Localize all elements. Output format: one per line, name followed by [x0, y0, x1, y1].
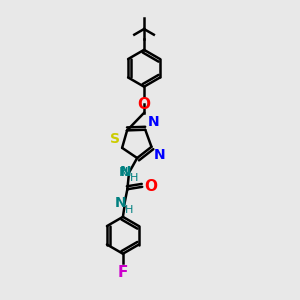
Text: N: N: [119, 165, 131, 179]
Text: N: N: [147, 115, 159, 129]
Text: N: N: [154, 148, 165, 162]
Text: H: H: [120, 167, 128, 177]
Text: O: O: [138, 98, 151, 112]
Text: N: N: [118, 166, 128, 179]
Text: N: N: [115, 196, 127, 210]
Text: H: H: [129, 173, 138, 183]
Text: S: S: [110, 132, 120, 146]
Text: F: F: [118, 265, 128, 280]
Text: O: O: [144, 179, 157, 194]
Text: H: H: [125, 205, 134, 215]
